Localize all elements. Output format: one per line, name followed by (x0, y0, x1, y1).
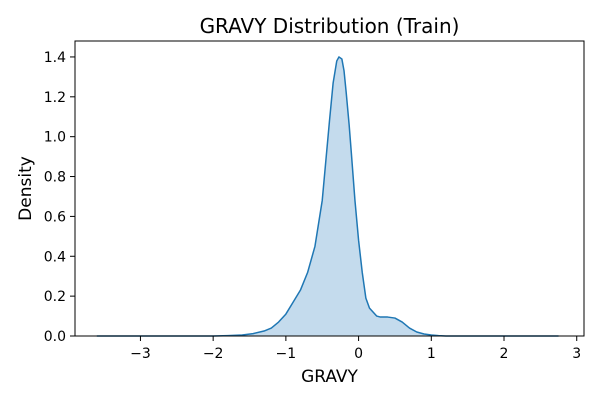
y-axis-label: Density (16, 156, 36, 221)
x-tick-label: −3 (130, 346, 151, 362)
x-axis-label: GRAVY (301, 367, 358, 387)
x-tick-label: 1 (427, 346, 436, 362)
density-line-0 (96, 56, 559, 337)
x-tick-label: −1 (276, 346, 297, 362)
x-axis: −3 −2 −1 0 1 2 3 (130, 336, 581, 362)
y-tick-label: 1.0 (44, 130, 66, 146)
x-tick-label: 3 (572, 346, 581, 362)
density-area-group (96, 56, 559, 337)
y-axis: 0.0 0.2 0.4 0.6 0.8 1.0 1.2 1.4 (44, 50, 75, 345)
y-tick-label: 0.6 (44, 209, 66, 225)
y-tick-label: 0.2 (44, 289, 66, 305)
x-tick-label: 2 (500, 346, 509, 362)
x-tick-label: −2 (203, 346, 224, 362)
x-tick-label: 0 (354, 346, 363, 362)
density-fill-0 (96, 56, 559, 336)
chart-title: GRAVY Distribution (Train) (200, 14, 460, 38)
y-tick-label: 0.0 (44, 329, 66, 345)
y-tick-label: 0.4 (44, 249, 66, 265)
plot-frame (74, 40, 585, 337)
y-tick-label: 0.8 (44, 170, 66, 186)
y-tick-label: 1.2 (44, 90, 66, 106)
y-tick-label: 1.4 (44, 50, 66, 66)
